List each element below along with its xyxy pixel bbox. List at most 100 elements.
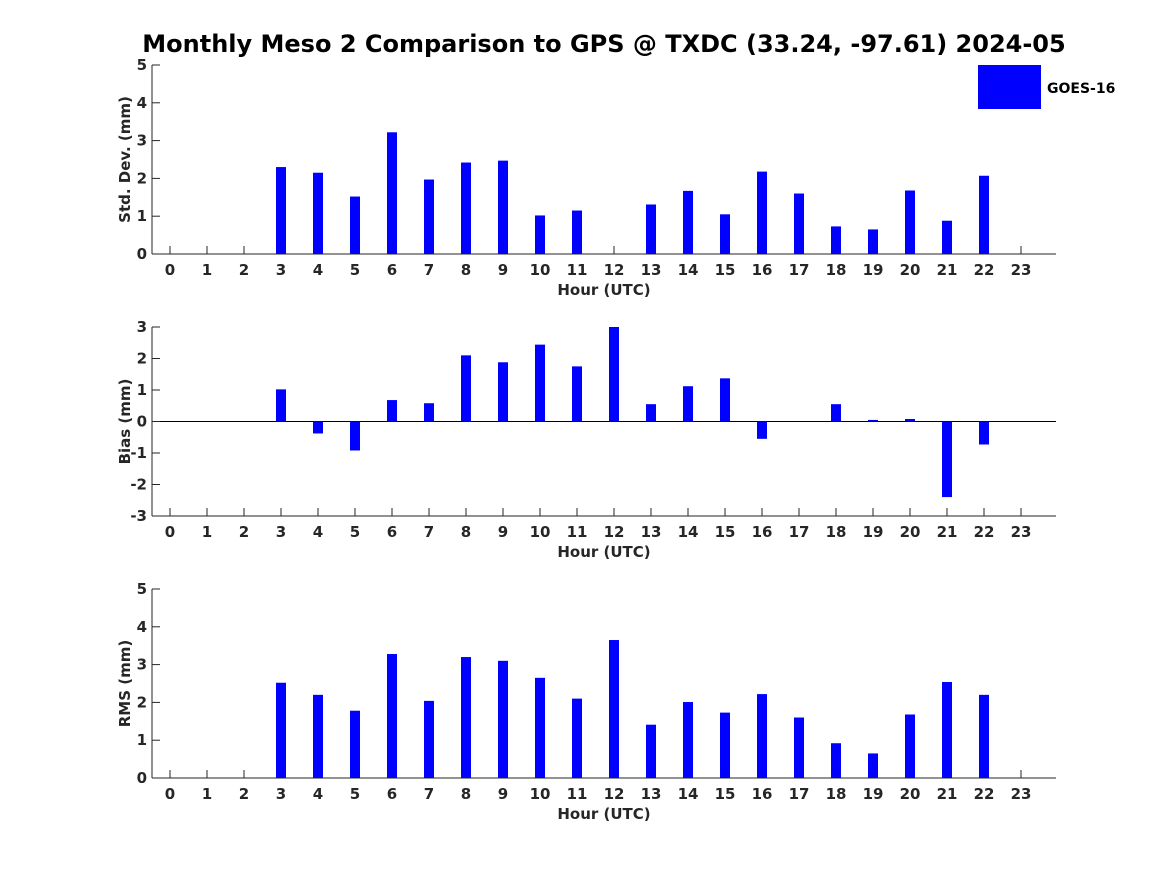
x-tick-label: 4 xyxy=(313,523,323,541)
bar-std-dev-hour-3 xyxy=(276,167,286,254)
x-tick-label: 6 xyxy=(387,785,397,803)
x-tick-label: 18 xyxy=(826,261,847,279)
x-tick-label: 2 xyxy=(239,261,249,279)
y-tick-label: 0 xyxy=(137,245,147,263)
x-tick-label: 14 xyxy=(678,523,699,541)
x-tick-label: 10 xyxy=(530,785,551,803)
x-tick-label: 2 xyxy=(239,523,249,541)
x-tick-label: 12 xyxy=(604,261,625,279)
y-tick-label: 0 xyxy=(137,769,147,787)
x-tick-label: 9 xyxy=(498,785,508,803)
x-tick-label: 20 xyxy=(900,523,921,541)
y-tick-label: 4 xyxy=(137,94,147,112)
x-tick-label: 17 xyxy=(789,523,810,541)
x-tick-label: 8 xyxy=(461,523,471,541)
x-tick-label: 16 xyxy=(752,785,773,803)
y-tick-label: 2 xyxy=(137,169,147,187)
x-tick-label: 2 xyxy=(239,785,249,803)
bar-std-dev-hour-19 xyxy=(868,229,878,254)
bar-bias-hour-14 xyxy=(683,386,693,422)
x-tick-label: 23 xyxy=(1011,261,1032,279)
bar-std-dev-hour-21 xyxy=(942,220,952,254)
x-tick-label: 6 xyxy=(387,523,397,541)
bar-bias-hour-5 xyxy=(350,421,360,451)
x-tick-label: 15 xyxy=(715,523,736,541)
x-tick-label: 9 xyxy=(498,523,508,541)
x-tick-label: 19 xyxy=(863,261,884,279)
x-tick-label: 0 xyxy=(165,261,175,279)
bar-bias-hour-8 xyxy=(461,355,471,422)
bar-std-dev-hour-5 xyxy=(350,196,360,254)
bar-std-dev-hour-10 xyxy=(535,215,545,254)
bar-bias-hour-3 xyxy=(276,389,286,422)
y-tick-label: 2 xyxy=(137,350,147,368)
x-tick-label: 7 xyxy=(424,523,434,541)
bar-rms-hour-19 xyxy=(868,753,878,778)
x-tick-label: 11 xyxy=(567,785,588,803)
x-axis-label: Hour (UTC) xyxy=(557,543,650,561)
bar-rms-hour-17 xyxy=(794,717,804,778)
bar-std-dev-hour-17 xyxy=(794,193,804,254)
x-tick-label: 13 xyxy=(641,785,662,803)
bar-std-dev-hour-11 xyxy=(572,210,582,254)
x-tick-label: 10 xyxy=(530,261,551,279)
legend: GOES-16 xyxy=(978,65,1115,109)
x-tick-label: 3 xyxy=(276,785,286,803)
bar-rms-hour-7 xyxy=(424,700,434,778)
bar-rms-hour-4 xyxy=(313,694,323,778)
x-tick-label: 1 xyxy=(202,785,212,803)
y-tick-label: 5 xyxy=(137,56,147,74)
x-axis-label: Hour (UTC) xyxy=(557,805,650,823)
x-tick-label: 23 xyxy=(1011,785,1032,803)
x-tick-label: 15 xyxy=(715,785,736,803)
x-axis-label: Hour (UTC) xyxy=(557,281,650,299)
x-tick-label: 0 xyxy=(165,523,175,541)
bar-bias-hour-9 xyxy=(498,362,508,422)
bar-bias-hour-21 xyxy=(942,421,952,498)
bar-std-dev-hour-15 xyxy=(720,214,730,254)
bar-bias-hour-6 xyxy=(387,400,397,422)
bar-rms-hour-16 xyxy=(757,694,767,778)
y-tick-label: 3 xyxy=(137,656,147,674)
legend-swatch xyxy=(978,65,1041,109)
bar-std-dev-hour-14 xyxy=(683,190,693,254)
bar-rms-hour-21 xyxy=(942,681,952,778)
bar-std-dev-hour-16 xyxy=(757,171,767,254)
y-tick-label: -3 xyxy=(130,507,147,525)
x-tick-label: 6 xyxy=(387,261,397,279)
bar-bias-hour-4 xyxy=(313,421,323,434)
x-tick-label: 22 xyxy=(974,523,995,541)
x-tick-label: 14 xyxy=(678,785,699,803)
x-tick-label: 12 xyxy=(604,785,625,803)
bar-bias-hour-22 xyxy=(979,421,989,445)
bar-rms-hour-13 xyxy=(646,724,656,778)
x-tick-label: 3 xyxy=(276,523,286,541)
x-tick-label: 18 xyxy=(826,523,847,541)
y-tick-label: 0 xyxy=(137,413,147,431)
y-axis-label: RMS (mm) xyxy=(116,640,134,727)
y-tick-label: 1 xyxy=(137,381,147,399)
bar-rms-hour-12 xyxy=(609,640,619,778)
bar-rms-hour-8 xyxy=(461,657,471,778)
bar-bias-hour-12 xyxy=(609,327,619,422)
x-tick-label: 1 xyxy=(202,261,212,279)
x-tick-label: 1 xyxy=(202,523,212,541)
x-tick-label: 17 xyxy=(789,785,810,803)
bar-std-dev-hour-4 xyxy=(313,172,323,254)
y-tick-label: 4 xyxy=(137,618,147,636)
x-tick-label: 21 xyxy=(937,261,958,279)
y-tick-label: 1 xyxy=(137,207,147,225)
x-tick-label: 17 xyxy=(789,261,810,279)
x-tick-label: 19 xyxy=(863,523,884,541)
bar-rms-hour-5 xyxy=(350,710,360,778)
x-tick-label: 4 xyxy=(313,261,323,279)
bar-std-dev-hour-9 xyxy=(498,160,508,254)
x-tick-label: 19 xyxy=(863,785,884,803)
bar-bias-hour-18 xyxy=(831,404,841,422)
bar-bias-hour-11 xyxy=(572,366,582,422)
y-tick-label: 2 xyxy=(137,693,147,711)
x-tick-label: 5 xyxy=(350,523,360,541)
